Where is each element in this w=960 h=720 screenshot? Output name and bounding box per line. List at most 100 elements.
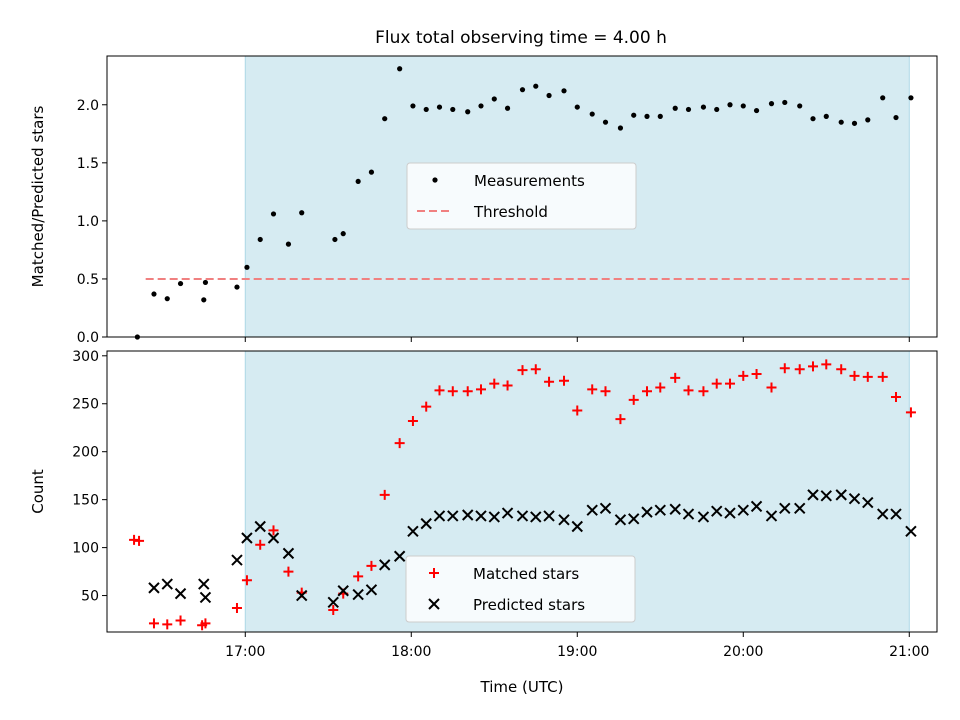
predicted-star-point bbox=[682, 508, 695, 520]
matched-star-point bbox=[655, 382, 666, 393]
predicted-star-point bbox=[174, 587, 187, 600]
predicted-star-point bbox=[241, 532, 253, 544]
predicted-star-point bbox=[198, 578, 210, 590]
measurement-point bbox=[908, 95, 914, 101]
legend-measurement-marker bbox=[432, 177, 438, 183]
predicted-star-point bbox=[711, 505, 723, 517]
y-tick-label: 1.5 bbox=[77, 156, 99, 172]
measurement-point bbox=[685, 106, 692, 113]
matched-star-point bbox=[268, 525, 279, 536]
matched-star-point bbox=[615, 414, 626, 425]
predicted-star-point bbox=[697, 511, 710, 523]
matched-star-point bbox=[821, 359, 832, 370]
y-tick-label: 300 bbox=[72, 349, 99, 365]
measurement-point bbox=[753, 107, 760, 114]
matched-star-point bbox=[905, 407, 916, 418]
measurement-point bbox=[851, 120, 858, 126]
predicted-star-point bbox=[820, 490, 832, 502]
matched-star-point bbox=[283, 566, 294, 577]
y-tick-label: 1.0 bbox=[77, 214, 99, 230]
matched-star-point bbox=[353, 571, 364, 582]
predicted-star-point bbox=[543, 510, 555, 522]
y-tick-label: 100 bbox=[72, 541, 99, 557]
legend: Measurements Threshold bbox=[406, 162, 637, 230]
matched-star-point bbox=[475, 384, 486, 395]
measurement-point bbox=[201, 297, 207, 303]
measurement-point bbox=[865, 117, 871, 123]
measurement-point bbox=[397, 66, 403, 72]
measurement-point bbox=[574, 104, 580, 110]
y-tick-label: 2.0 bbox=[77, 98, 99, 114]
matched-star-point bbox=[807, 361, 818, 372]
matched-star-point bbox=[558, 375, 569, 386]
matched-star-point bbox=[849, 370, 860, 381]
matched-star-point bbox=[862, 371, 873, 382]
legend-matched-marker bbox=[429, 568, 439, 578]
predicted-star-point bbox=[794, 502, 806, 514]
legend-box bbox=[405, 555, 636, 623]
matched-star-point bbox=[462, 386, 473, 397]
measurement-point bbox=[436, 104, 443, 110]
matched-star-point bbox=[134, 535, 145, 546]
predicted-star-point bbox=[231, 554, 243, 566]
measurement-point bbox=[617, 125, 624, 131]
y-tick-label: 250 bbox=[72, 397, 99, 413]
measurement-point bbox=[340, 231, 346, 237]
y-tick-label: 150 bbox=[72, 493, 99, 509]
matched-star-point bbox=[877, 371, 888, 382]
matched-star-point bbox=[502, 380, 513, 391]
legend: Matched stars Predicted stars bbox=[405, 555, 636, 623]
legend-label: Predicted stars bbox=[473, 596, 585, 614]
predicted-star-point bbox=[352, 588, 364, 601]
matched-star-point bbox=[794, 364, 805, 375]
figure-title: Flux total observing time = 4.00 h bbox=[375, 28, 667, 48]
matched-star-point bbox=[724, 378, 735, 389]
legend-predicted-marker bbox=[428, 598, 440, 610]
predicted-star-point bbox=[420, 517, 432, 530]
matched-star-point bbox=[698, 386, 709, 397]
measurement-point bbox=[465, 109, 471, 115]
predicted-star-point bbox=[628, 513, 640, 525]
predicted-star-point bbox=[779, 502, 791, 514]
matched-star-point bbox=[255, 539, 266, 550]
measurement-point bbox=[838, 119, 844, 125]
predicted-star-point bbox=[254, 520, 266, 533]
matched-star-point bbox=[890, 392, 901, 403]
matched-star-point bbox=[779, 363, 790, 374]
measurement-point bbox=[450, 106, 456, 113]
measurement-point bbox=[491, 96, 497, 102]
count-panel: 50 100 150 200 250 300 17:00 18:00 19:00 20:00 21:… bbox=[29, 349, 938, 696]
matched-star-point bbox=[379, 489, 390, 500]
measurement-point bbox=[644, 113, 650, 119]
predicted-star-point bbox=[462, 509, 474, 521]
predicted-star-point bbox=[516, 510, 529, 522]
matched-star-point bbox=[683, 385, 694, 396]
predicted-star-point bbox=[267, 532, 280, 544]
measurement-point bbox=[782, 99, 788, 106]
predicted-star-point bbox=[765, 510, 778, 522]
measurement-point bbox=[519, 87, 526, 93]
measurement-point bbox=[797, 103, 803, 109]
predicted-star-point bbox=[327, 596, 339, 608]
measurement-point bbox=[151, 291, 157, 297]
matched-star-point bbox=[766, 382, 777, 393]
measurement-point bbox=[561, 88, 567, 94]
measurement-point bbox=[368, 169, 375, 175]
predicted-star-point bbox=[393, 550, 406, 562]
measurement-point bbox=[504, 105, 511, 111]
measurement-point bbox=[672, 105, 678, 111]
matched-star-point bbox=[231, 603, 242, 614]
x-tick-label: 21:00 bbox=[889, 644, 929, 660]
measurement-point bbox=[285, 241, 292, 247]
measurement-point bbox=[177, 280, 184, 287]
measurement-point bbox=[423, 106, 429, 113]
measurement-point bbox=[880, 95, 886, 101]
axes-frame bbox=[106, 350, 938, 633]
ratio-panel: 0.0 0.5 1.0 1.5 2.0 Matched/Predicted stars Me… bbox=[29, 55, 938, 346]
x-tick-label: 20:00 bbox=[723, 644, 763, 660]
predicted-star-point bbox=[905, 525, 917, 538]
predicted-star-point bbox=[724, 507, 736, 519]
measurement-point bbox=[602, 119, 609, 125]
predicted-star-point bbox=[337, 585, 349, 597]
